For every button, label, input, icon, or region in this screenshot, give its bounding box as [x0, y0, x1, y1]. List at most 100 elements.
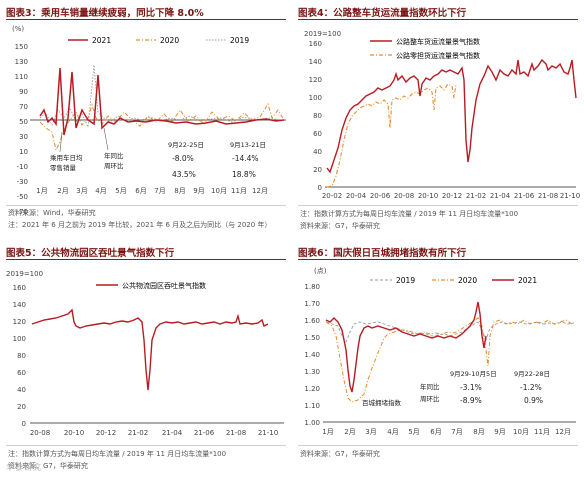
- y-tick: 1.00: [304, 419, 320, 427]
- y-tick: 1.60: [304, 317, 320, 325]
- x-tick: 11月: [534, 428, 550, 436]
- x-tick: 20-12: [96, 429, 116, 437]
- y-tick: 1.30: [304, 368, 320, 376]
- x-tick: 20-12: [442, 192, 462, 200]
- y-tick: 120: [309, 76, 322, 84]
- y-tick: 140: [13, 301, 26, 309]
- x-tick: 4月: [95, 187, 106, 195]
- y-tick: 50: [19, 118, 28, 126]
- x-tick: 3月: [365, 428, 376, 436]
- y-tick: 70: [19, 103, 28, 111]
- y-tick: 80: [17, 352, 26, 360]
- ann-series: 百城拥堵指数: [362, 398, 402, 407]
- chart-highway-freight: 2019=100 公路整车货运流量景气指数 公路零担货运流量景气指数 160 1…: [304, 30, 580, 200]
- x-tick: 8月: [473, 428, 484, 436]
- x-ticks: 1月 2月 3月 4月 5月 6月 7月 8月 9月 10月 11月 12月: [322, 428, 571, 436]
- chart-congestion: (点) 2019 2020 2021 1.80 1.70 1.60 1.50 1…: [304, 267, 576, 436]
- y-tick: 60: [17, 369, 26, 377]
- y-tick: -50: [17, 193, 28, 201]
- x-tick: 20-06: [370, 192, 391, 200]
- legend: 2021 2020 2019: [68, 36, 249, 45]
- x-tick: 21-04: [162, 429, 183, 437]
- source-note-2: 资料来源：G7，华泰研究: [8, 462, 88, 470]
- title-rule: [298, 19, 578, 20]
- yoy-2: -1.2%: [520, 383, 542, 392]
- panel-congestion: 图表6：国庆假日百城拥堵指数有所下行 (点) 2019 2020 2021 1.…: [292, 240, 584, 480]
- ann-mom: 周环比: [420, 394, 440, 403]
- y-tick: 0: [318, 184, 322, 192]
- series-ftl: [326, 58, 577, 174]
- source-rule: [6, 205, 286, 206]
- period-1: 9月29-10月5日: [450, 370, 497, 378]
- series-2021: [39, 67, 285, 136]
- panel-logistics-park: 图表5：公共物流园区吞吐景气指数下行 2019=100 公共物流园区吞吐景气指数…: [0, 240, 292, 480]
- x-tick: 5月: [115, 187, 126, 195]
- x-tick: 21-04: [490, 192, 511, 200]
- source-note: 资料来源：Wind，华泰研究: [8, 209, 96, 217]
- title-rule: [298, 259, 578, 260]
- ann-series: 乘用车日均零售销量: [50, 153, 83, 172]
- source-note: 注：指数计算方式为每周日均车流量 / 2019 年 11 月日均车流量*100: [8, 450, 227, 458]
- yoy-2: -14.4%: [232, 154, 259, 163]
- panel-title: 图表5：公共物流园区吞吐景气指数下行: [6, 248, 175, 259]
- annotations: 百城拥堵指数 年同比 周环比 9月29-10月5日 9月22-28日 -3.1%…: [362, 370, 550, 407]
- y-tick: 80: [313, 112, 322, 120]
- y-tick: 1.70: [304, 300, 320, 308]
- x-ticks: 20-08 20-10 20-12 21-02 21-04 21-06 21-0…: [30, 429, 278, 437]
- x-tick: 21-10: [560, 192, 580, 200]
- series-ltl: [326, 83, 457, 188]
- x-tick: 10月: [211, 187, 227, 195]
- mom-2: 18.8%: [232, 170, 256, 179]
- y-tick: -70: [17, 208, 28, 216]
- x-tick: 21-06: [194, 429, 215, 437]
- x-tick: 10月: [513, 428, 529, 436]
- y-tick: 0: [22, 420, 26, 428]
- x-tick: 3月: [76, 187, 87, 195]
- y-ticks: 160 140 120 100 80 60 40 20 0: [13, 284, 26, 428]
- chart-logistics-park: 2019=100 公共物流园区吞吐景气指数 160 140 120 100 80…: [6, 270, 284, 437]
- panel-car-sales: 图表3：乘用车销量继续疲弱，同比下降 8.0% (%) 2021 2020 20…: [0, 0, 292, 240]
- y-tick: 1.80: [304, 283, 320, 291]
- period-2: 9月13-21日: [230, 141, 266, 149]
- panel-title: 图表4：公路整车货运流量指数环比下行: [298, 8, 467, 19]
- legend: 公共物流园区吞吐景气指数: [96, 281, 206, 290]
- ann-mom: 周环比: [104, 161, 124, 170]
- x-tick: 7月: [451, 428, 462, 436]
- title-rule: [6, 19, 286, 20]
- x-tick: 21-08: [538, 192, 558, 200]
- legend-2021: 2021: [92, 36, 111, 45]
- y-tick: 30: [19, 133, 28, 141]
- yoy-1: -8.0%: [172, 154, 194, 163]
- x-tick: 21-02: [128, 429, 148, 437]
- legend-park: 公共物流园区吞吐景气指数: [122, 281, 206, 290]
- y-tick: 120: [13, 318, 26, 326]
- y-tick: 1.40: [304, 351, 320, 359]
- y-tick: -10: [17, 163, 28, 171]
- x-tick: 20-08: [30, 429, 50, 437]
- y-tick: 20: [313, 166, 322, 174]
- source-note: 注：指数计算方式为每周日均车流量 / 2019 年 11 月日均车流量*100: [300, 210, 519, 218]
- x-tick: 1月: [36, 187, 47, 195]
- legend-ltl: 公路零担货运流量景气指数: [396, 51, 480, 60]
- x-tick: 7月: [154, 187, 165, 195]
- panel-title: 图表6：国庆假日百城拥堵指数有所下行: [298, 248, 467, 259]
- y-tick: 60: [313, 130, 322, 138]
- y-tick: -30: [17, 178, 28, 186]
- x-tick: 21-02: [466, 192, 486, 200]
- y-tick: 100: [13, 335, 26, 343]
- panel-title: 图表3：乘用车销量继续疲弱，同比下降 8.0%: [6, 8, 204, 19]
- ann-yoy: 年同比: [104, 151, 124, 160]
- y-unit: (%): [12, 25, 24, 33]
- legend-ftl: 公路整车货运流量景气指数: [396, 37, 480, 46]
- period-2: 9月22-28日: [514, 370, 550, 378]
- footnote: 注：2021 年 6 月之前为 2019 年比较，2021 年 6 月及之后为同…: [8, 221, 272, 229]
- y-tick: 110: [15, 73, 28, 81]
- y-tick: 1.20: [304, 385, 320, 393]
- annotations: 乘用车日均零售销量 年同比 周环比 9月22-25日 9月13-21日 -8.0…: [50, 127, 266, 179]
- y-tick: 150: [15, 43, 28, 51]
- y-tick: 10: [19, 148, 28, 156]
- mom-1: 43.5%: [172, 170, 196, 179]
- y-tick: 40: [17, 386, 26, 394]
- yoy-1: -3.1%: [460, 383, 482, 392]
- x-tick: 2月: [344, 428, 355, 436]
